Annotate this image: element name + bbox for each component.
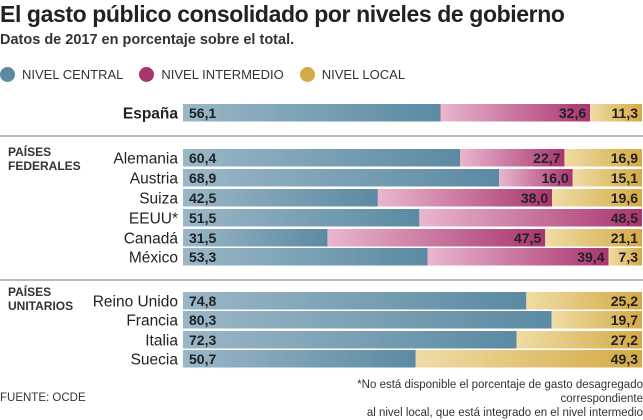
value-label-espana-local: 11,3 xyxy=(612,105,639,121)
footnote-line-2: al nivel local, que está integrado en el… xyxy=(366,407,643,419)
bar-austria-local xyxy=(572,169,642,187)
legend-label-local: NIVEL LOCAL xyxy=(321,66,406,82)
row-label-reino-unido: Reino Unido xyxy=(93,293,178,310)
bar-francia-central xyxy=(183,311,552,329)
bar-alemania-central xyxy=(183,149,461,167)
bar-espana-local xyxy=(590,104,642,122)
row-label-canada: Canadá xyxy=(124,230,179,247)
value-label-espana-central: 56,1 xyxy=(189,105,216,121)
legend-swatch-intermedio xyxy=(139,66,155,82)
value-label-mexico-intermedio: 39,4 xyxy=(577,249,604,265)
chart-subtitle: Datos de 2017 en porcentaje sobre el tot… xyxy=(0,32,295,48)
legend-item-intermedio: NIVEL INTERMEDIO xyxy=(139,66,284,82)
value-label-canada-local: 21,1 xyxy=(611,230,638,246)
row-label-espana: España xyxy=(123,105,179,122)
value-label-canada-intermedio: 47,5 xyxy=(514,230,541,246)
legend-label-intermedio: NIVEL INTERMEDIO xyxy=(161,66,284,82)
value-label-austria-intermedio: 16,0 xyxy=(541,170,568,186)
bar-reino-unido-local xyxy=(526,292,642,310)
legend-item-local: NIVEL LOCAL xyxy=(299,66,406,82)
bar-canada-central xyxy=(183,229,328,247)
value-label-canada-central: 31,5 xyxy=(189,230,216,246)
legend-swatch-local xyxy=(299,66,315,82)
value-label-eeuu-central: 51,5 xyxy=(189,210,216,226)
bar-suiza-intermedio xyxy=(377,189,553,207)
value-label-francia-local: 19,7 xyxy=(611,312,638,328)
row-label-suecia: Suecia xyxy=(131,351,179,368)
bar-italia-central xyxy=(183,331,517,349)
row-label-eeuu: EEUU* xyxy=(129,210,178,227)
value-label-espana-intermedio: 32,6 xyxy=(559,105,586,121)
row-label-suiza: Suiza xyxy=(139,190,178,207)
bar-canada-local xyxy=(545,229,642,247)
value-label-reino-unido-central: 74,8 xyxy=(189,293,216,309)
value-label-austria-central: 68,9 xyxy=(189,170,216,186)
value-label-reino-unido-local: 25,2 xyxy=(611,293,638,309)
group-label-line2: FEDERALES xyxy=(8,159,81,173)
footnote: *No está disponible el porcentaje de gas… xyxy=(343,378,643,420)
row-label-francia: Francia xyxy=(126,312,178,329)
bar-reino-unido-central xyxy=(183,292,527,310)
bar-canada-intermedio xyxy=(327,229,546,247)
value-label-suecia-local: 49,3 xyxy=(611,351,638,367)
legend-swatch-central xyxy=(0,66,15,82)
legend-item-central: NIVEL CENTRAL xyxy=(0,66,124,82)
row-label-mexico: México xyxy=(129,249,178,266)
bar-espana-intermedio xyxy=(440,104,591,122)
footnote-line-1: *No está disponible el porcentaje de gas… xyxy=(357,379,643,405)
value-label-suecia-central: 50,7 xyxy=(189,351,216,367)
bar-suecia-central xyxy=(183,350,416,368)
value-label-italia-local: 27,2 xyxy=(611,332,638,348)
value-label-suiza-intermedio: 38,0 xyxy=(521,190,548,206)
value-label-alemania-intermedio: 22,7 xyxy=(533,150,560,166)
row-label-italia: Italia xyxy=(145,332,178,349)
value-label-eeuu-intermedio: 48,5 xyxy=(611,210,638,226)
bar-mexico-intermedio xyxy=(427,248,609,266)
row-label-alemania: Alemania xyxy=(113,150,178,167)
bar-suecia-local xyxy=(415,350,642,368)
group-label-line1: PAÍSES xyxy=(8,144,51,159)
bar-austria-central xyxy=(183,169,500,187)
bar-suiza-local xyxy=(552,189,642,207)
value-label-austria-local: 15,1 xyxy=(611,170,638,186)
bar-espana-central xyxy=(183,104,441,122)
bar-mexico-central xyxy=(183,248,428,266)
bar-eeuu-intermedio xyxy=(419,209,642,227)
bar-alemania-local xyxy=(564,149,642,167)
group-label-line1: PAÍSES xyxy=(8,284,51,299)
bar-alemania-intermedio xyxy=(460,149,565,167)
bar-francia-local xyxy=(551,311,642,329)
value-label-alemania-local: 16,9 xyxy=(611,150,638,166)
value-label-suiza-local: 19,6 xyxy=(611,190,638,206)
source-note: FUENTE: OCDE xyxy=(0,392,86,404)
bar-italia-local xyxy=(516,331,642,349)
value-label-mexico-local: 7,3 xyxy=(619,249,639,265)
value-label-francia-central: 80,3 xyxy=(189,312,216,328)
bar-eeuu-central xyxy=(183,209,420,227)
chart-title: El gasto público consolidado por niveles… xyxy=(0,1,565,27)
bar-mexico-local xyxy=(608,248,642,266)
legend: NIVEL CENTRAL NIVEL INTERMEDIO NIVEL LOC… xyxy=(0,64,421,84)
bar-austria-intermedio xyxy=(499,169,573,187)
bar-suiza-central xyxy=(183,189,378,207)
value-label-alemania-central: 60,4 xyxy=(189,150,216,166)
value-label-mexico-central: 53,3 xyxy=(189,249,216,265)
row-label-austria: Austria xyxy=(130,170,179,187)
legend-label-central: NIVEL CENTRAL xyxy=(22,66,124,82)
value-label-italia-central: 72,3 xyxy=(189,332,216,348)
group-label-line2: UNITARIOS xyxy=(8,299,73,313)
value-label-suiza-central: 42,5 xyxy=(189,190,216,206)
